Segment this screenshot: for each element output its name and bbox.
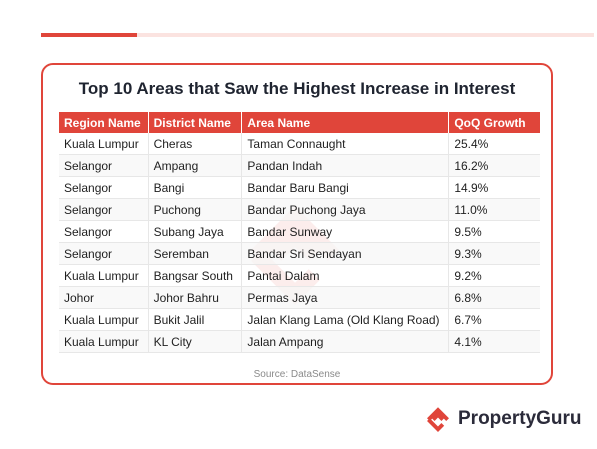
cell-district: Puchong: [148, 199, 243, 221]
table-title: Top 10 Areas that Saw the Highest Increa…: [78, 79, 516, 98]
table-row: Selangor Subang Jaya Bandar Sunway 9.5%: [59, 221, 540, 243]
cell-growth: 25.4%: [449, 133, 540, 155]
cell-area: Bandar Puchong Jaya: [242, 199, 450, 221]
table-card: Top 10 Areas that Saw the Highest Increa…: [41, 63, 553, 385]
cell-growth: 6.8%: [449, 287, 540, 309]
cell-area: Jalan Ampang: [242, 331, 450, 353]
table-row: Kuala Lumpur Bangsar South Pantai Dalam …: [59, 265, 540, 287]
table-row: Selangor Ampang Pandan Indah 16.2%: [59, 155, 540, 177]
cell-region: Selangor: [59, 221, 149, 243]
top-accent-bar-light: [137, 33, 594, 37]
cell-growth: 11.0%: [449, 199, 540, 221]
cell-district: Bangsar South: [148, 265, 243, 287]
cell-region: Johor: [59, 287, 149, 309]
cell-area: Permas Jaya: [242, 287, 450, 309]
cell-region: Selangor: [59, 243, 149, 265]
cell-district: Cheras: [148, 133, 243, 155]
table-row: Selangor Puchong Bandar Puchong Jaya 11.…: [59, 199, 540, 221]
areas-table: Region Name District Name Area Name QoQ …: [59, 112, 540, 353]
top-accent-bar: [41, 33, 137, 37]
table-row: Selangor Seremban Bandar Sri Sendayan 9.…: [59, 243, 540, 265]
table-row: Kuala Lumpur KL City Jalan Ampang 4.1%: [59, 331, 540, 353]
cell-region: Selangor: [59, 177, 149, 199]
cell-growth: 16.2%: [449, 155, 540, 177]
cell-district: Subang Jaya: [148, 221, 243, 243]
cell-region: Selangor: [59, 155, 149, 177]
header-district-name: District Name: [148, 112, 243, 133]
table-row: Kuala Lumpur Cheras Taman Connaught 25.4…: [59, 133, 540, 155]
cell-growth: 4.1%: [449, 331, 540, 353]
cell-region: Kuala Lumpur: [59, 265, 149, 287]
cell-district: Johor Bahru: [148, 287, 243, 309]
header-qoq-growth: QoQ Growth: [449, 112, 540, 133]
brand-name: PropertyGuru: [458, 408, 582, 429]
header-area-name: Area Name: [242, 112, 450, 133]
table-header-row: Region Name District Name Area Name QoQ …: [59, 112, 540, 133]
cell-district: Bangi: [148, 177, 243, 199]
cell-district: Ampang: [148, 155, 243, 177]
header-region-name: Region Name: [59, 112, 149, 133]
cell-growth: 9.5%: [449, 221, 540, 243]
cell-area: Bandar Sunway: [242, 221, 450, 243]
cell-district: Seremban: [148, 243, 243, 265]
cell-growth: 6.7%: [449, 309, 540, 331]
table-row: Kuala Lumpur Bukit Jalil Jalan Klang Lam…: [59, 309, 540, 331]
cell-region: Kuala Lumpur: [59, 331, 149, 353]
propertyguru-logo-icon: [427, 407, 449, 432]
cell-district: Bukit Jalil: [148, 309, 243, 331]
cell-area: Bandar Sri Sendayan: [242, 243, 450, 265]
source-note: Source: DataSense: [253, 369, 341, 380]
cell-growth: 9.2%: [449, 265, 540, 287]
cell-area: Taman Connaught: [242, 133, 450, 155]
cell-district: KL City: [148, 331, 243, 353]
cell-area: Pandan Indah: [242, 155, 450, 177]
cell-region: Selangor: [59, 199, 149, 221]
cell-region: Kuala Lumpur: [59, 309, 149, 331]
cell-growth: 14.9%: [449, 177, 540, 199]
cell-growth: 9.3%: [449, 243, 540, 265]
cell-area: Pantai Dalam: [242, 265, 450, 287]
cell-area: Jalan Klang Lama (Old Klang Road): [242, 309, 450, 331]
propertyguru-logo: PropertyGuru: [423, 403, 582, 435]
cell-area: Bandar Baru Bangi: [242, 177, 450, 199]
table-row: Selangor Bangi Bandar Baru Bangi 14.9%: [59, 177, 540, 199]
cell-region: Kuala Lumpur: [59, 133, 149, 155]
table-row: Johor Johor Bahru Permas Jaya 6.8%: [59, 287, 540, 309]
